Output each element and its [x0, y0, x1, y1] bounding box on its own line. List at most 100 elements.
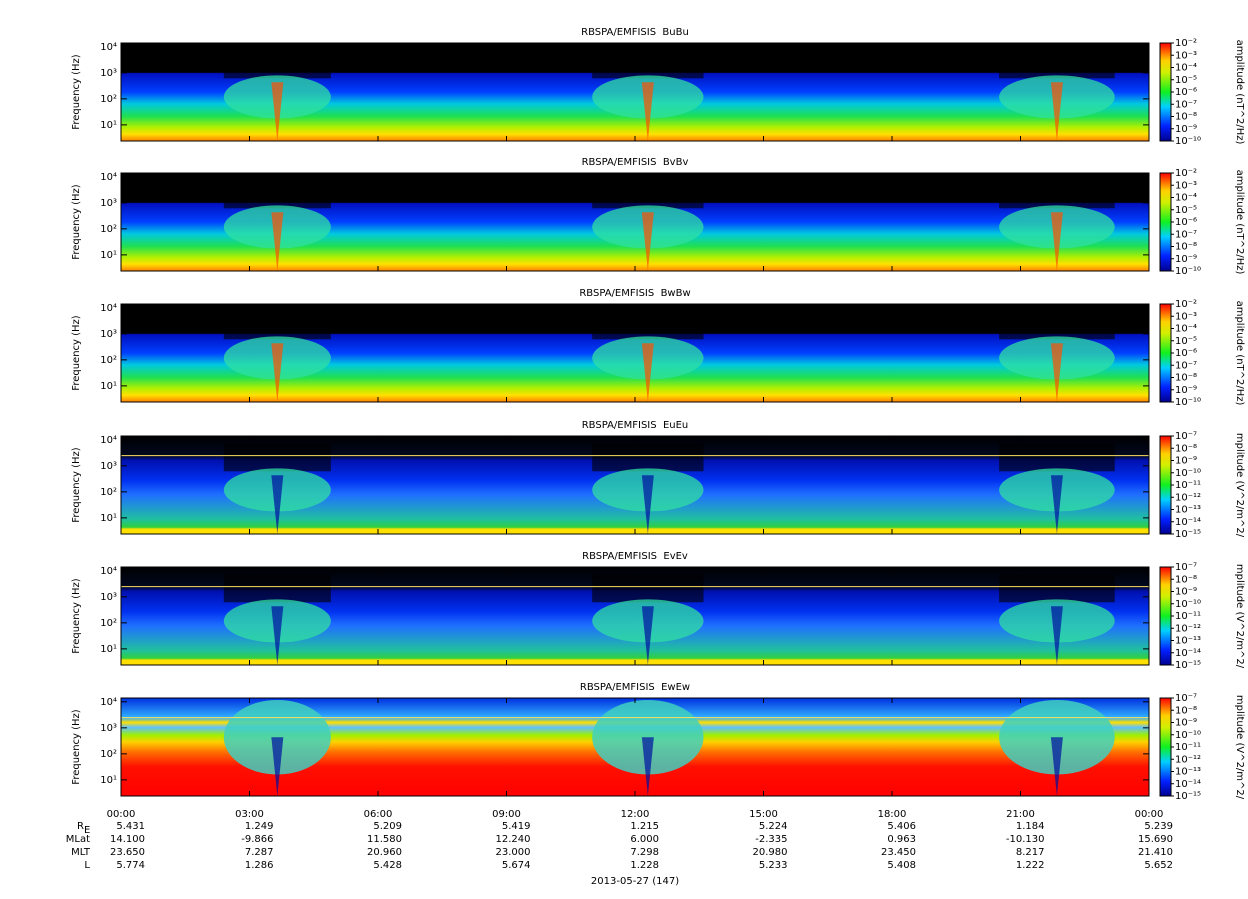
colorbar-tick-label: 10⁻¹⁵	[1175, 660, 1201, 671]
colorbar-tick-label: 10⁻²	[1175, 299, 1197, 310]
spectrogram-feature	[1050, 606, 1063, 665]
colorbar-tick-label: 10⁻¹²	[1175, 492, 1201, 503]
colorbar-label: mplitude (V^2/m^2/	[1234, 433, 1245, 538]
ephemeris-value: 12.240	[496, 834, 531, 845]
y-tick-label: 10⁴	[100, 172, 117, 183]
colorbar-tick-label: 10⁻⁸	[1175, 242, 1197, 253]
colorbar-tick-label: 10⁻⁸	[1175, 112, 1197, 123]
colorbar-tick-label: 10⁻¹⁰	[1175, 599, 1201, 610]
y-tick-label: 10³	[100, 592, 117, 603]
colorbar-tick-label: 10⁻⁹	[1175, 718, 1197, 729]
colorbar-tick-label: 10⁻¹⁰	[1175, 468, 1201, 479]
colorbar-tick-label: 10⁻⁷	[1175, 562, 1197, 573]
spectrogram-feature	[271, 475, 284, 534]
ephemeris-row-label: MLT	[71, 847, 91, 858]
ephemeris-value: 1.249	[245, 821, 274, 832]
ephemeris-value: -10.130	[1006, 834, 1045, 845]
ephemeris-value: 23.450	[881, 847, 916, 858]
ephemeris-value: 6.000	[630, 834, 659, 845]
colorbar-tick-label: 10⁻⁷	[1175, 229, 1197, 240]
y-tick-label: 10¹	[100, 381, 117, 392]
ephemeris-row-label: R	[77, 821, 84, 832]
colorbar-tick-label: 10⁻⁵	[1175, 336, 1197, 347]
x-tick-label: 15:00	[749, 809, 778, 820]
spectrogram-feature	[271, 343, 284, 402]
spectrogram-feature	[271, 82, 284, 141]
colorbar-label: amplitude (nT^2/Hz)	[1234, 40, 1245, 145]
ephemeris-value: 7.298	[630, 847, 659, 858]
spectrogram-feature	[999, 311, 1115, 340]
colorbar-label: amplitude (nT^2/Hz)	[1234, 170, 1245, 275]
spectrogram-feature	[223, 180, 331, 209]
y-axis-label: Frequency (Hz)	[71, 184, 82, 260]
colorbar-label: mplitude (V^2/m^2/	[1234, 564, 1245, 669]
spectrogram-feature	[223, 50, 331, 79]
spectrogram-feature	[641, 212, 654, 271]
spectrogram-feature	[271, 212, 284, 271]
colorbar-tick-label: 10⁻²	[1175, 168, 1197, 179]
colorbar-tick-label: 10⁻⁸	[1175, 574, 1197, 585]
ephemeris-value: 0.963	[887, 834, 916, 845]
ephemeris-value: 1.184	[1016, 821, 1045, 832]
colorbar-tick-label: 10⁻¹²	[1175, 754, 1201, 765]
spectrogram-feature	[641, 606, 654, 665]
colorbar-tick-label: 10⁻¹³	[1175, 505, 1201, 516]
ephemeris-value: 8.217	[1016, 847, 1045, 858]
ephemeris-value: 5.428	[373, 860, 402, 871]
y-axis-label: Frequency (Hz)	[71, 447, 82, 523]
spectrogram-feature	[641, 475, 654, 534]
y-tick-label: 10²	[100, 618, 117, 629]
spectrogram-feature	[1050, 343, 1063, 402]
spectrogram-feature	[641, 343, 654, 402]
spectrogram-feature	[999, 443, 1115, 472]
ephemeris-value: -9.866	[241, 834, 273, 845]
colorbar-tick-label: 10⁻¹⁴	[1175, 648, 1201, 659]
date-label: 2013-05-27 (147)	[591, 876, 679, 887]
spectrogram-feature	[1050, 82, 1063, 141]
ephemeris-value: 15.690	[1138, 834, 1173, 845]
x-tick-label: 03:00	[235, 809, 264, 820]
x-tick-label: 00:00	[107, 809, 136, 820]
spectrogram-feature	[999, 50, 1115, 79]
colorbar-tick-label: 10⁻⁵	[1175, 75, 1197, 86]
colorbar-tick-label: 10⁻⁶	[1175, 87, 1197, 98]
spectrogram-feature	[592, 311, 704, 340]
colorbar-tick-label: 10⁻⁹	[1175, 254, 1197, 265]
colorbar-tick-label: 10⁻¹⁰	[1175, 136, 1201, 147]
spectrogram-feature	[1050, 212, 1063, 271]
y-tick-label: 10⁴	[100, 303, 117, 314]
colorbar-tick-label: 10⁻³	[1175, 50, 1197, 61]
colorbar-tick-label: 10⁻⁹	[1175, 587, 1197, 598]
y-tick-label: 10¹	[100, 513, 117, 524]
y-tick-label: 10⁴	[100, 42, 117, 53]
y-axis-label: Frequency (Hz)	[71, 578, 82, 654]
colorbar-tick-label: 10⁻¹⁵	[1175, 791, 1201, 802]
ephemeris-value: 1.228	[630, 860, 659, 871]
ephemeris-row-label: L	[84, 860, 90, 871]
colorbar-tick-label: 10⁻¹¹	[1175, 611, 1201, 622]
colorbar-tick-label: 10⁻⁴	[1175, 63, 1197, 74]
x-tick-label: 09:00	[492, 809, 521, 820]
y-tick-label: 10³	[100, 198, 117, 209]
x-tick-label: 00:00	[1135, 809, 1164, 820]
colorbar-tick-label: 10⁻⁵	[1175, 205, 1197, 216]
colorbar-tick-label: 10⁻⁹	[1175, 124, 1197, 135]
y-tick-label: 10³	[100, 329, 117, 340]
y-tick-label: 10¹	[100, 250, 117, 261]
colorbar	[1159, 697, 1172, 797]
colorbar-tick-label: 10⁻⁸	[1175, 705, 1197, 716]
ephemeris-value: 1.222	[1016, 860, 1045, 871]
ephemeris-value: 1.215	[630, 821, 659, 832]
ephemeris-value: 11.580	[367, 834, 402, 845]
ephemeris-value: 5.652	[1144, 860, 1173, 871]
colorbar-tick-label: 10⁻⁷	[1175, 99, 1197, 110]
spectrogram-feature	[592, 180, 704, 209]
panel-title: RBSPA/EMFISIS BvBv	[582, 157, 689, 168]
spectrogram-feature	[223, 311, 331, 340]
colorbar-tick-label: 10⁻⁴	[1175, 324, 1197, 335]
colorbar-tick-label: 10⁻³	[1175, 180, 1197, 191]
y-tick-label: 10²	[100, 355, 117, 366]
ephemeris-value: 5.431	[116, 821, 145, 832]
colorbar-tick-label: 10⁻⁶	[1175, 348, 1197, 359]
